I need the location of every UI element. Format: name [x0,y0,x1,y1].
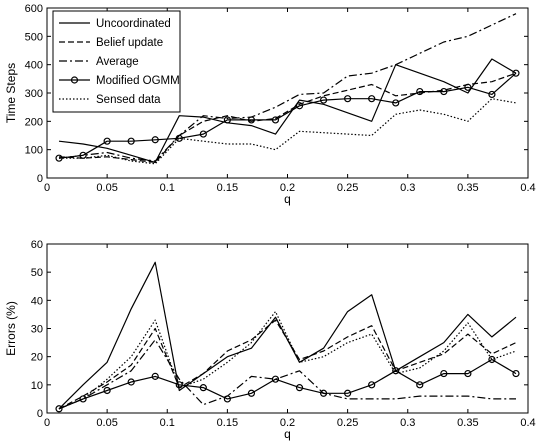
data-point-modified-ogmm [55,154,63,162]
data-point-modified-ogmm [127,137,135,145]
y-tick-label: 600 [25,3,43,15]
legend: Uncoordinated Belief update Average Modifie… [52,10,181,113]
y-tick-label: 50 [31,267,43,279]
legend-label-belief-update: Belief update [96,37,163,49]
legend-label-sensed-data: Sensed data [96,94,161,106]
data-point-modified-ogmm [416,381,424,389]
data-point-modified-ogmm [103,386,111,395]
y-tick-label: 30 [31,324,43,336]
errors-chart: 0 0.05 0.1 0.15 0.2 0.25 0.3 0.35 0.4 0 10 20 30 40 50… [4,239,536,441]
x-tick-label: 0 [44,417,50,429]
x-tick-label: 0.35 [457,182,478,194]
x-axis-label: q [284,427,291,441]
x-axis-label: q [284,192,291,206]
x-tick-label: 0.2 [280,417,295,429]
data-point-modified-ogmm [151,372,159,380]
x-tick-label: 0.25 [337,417,358,429]
x-tick-label: 0.25 [337,182,358,194]
x-tick-label: 0.15 [217,417,238,429]
y-tick-label: 100 [25,145,43,157]
y-tick-label: 200 [25,116,43,128]
data-point-modified-ogmm [223,395,231,403]
data-point-modified-ogmm [127,378,135,386]
data-point-modified-ogmm [344,389,352,397]
x-tick-label: 0.3 [400,417,415,429]
data-point-modified-ogmm [488,355,496,364]
data-point-modified-ogmm [440,87,448,96]
data-point-modified-ogmm [103,137,111,145]
data-point-modified-ogmm [512,69,520,77]
y-tick-label: 400 [25,60,43,72]
data-point-modified-ogmm [416,87,424,96]
x-tick-label: 0.1 [160,182,175,194]
series-line-uncoordinated [58,58,517,163]
x-tick-label: 0.15 [217,182,238,194]
x-tick-label: 0.1 [160,417,175,429]
y-axis-label: Time Steps [4,63,18,123]
y-tick-label: 20 [31,352,43,364]
y-tick-label: 0 [37,173,43,185]
data-point-modified-ogmm [55,405,63,413]
data-point-modified-ogmm [440,369,448,378]
legend-label-average: Average [96,56,139,68]
x-tick-label: 0.35 [457,417,478,429]
series-line-sensed-data [58,311,517,410]
data-point-modified-ogmm [175,381,183,389]
legend-marker-modified-ogmm [70,76,79,84]
series-line-belief-update [58,319,517,410]
y-tick-label: 0 [37,408,43,420]
data-point-modified-ogmm [488,90,496,99]
series-line-modified-ogmm [58,72,517,159]
series-line-sensed-data [59,98,517,165]
data-point-modified-ogmm [319,389,328,397]
x-tick-label: 0.3 [400,182,415,194]
data-point-modified-ogmm [151,136,159,144]
data-point-modified-ogmm [199,130,207,138]
data-point-modified-ogmm [175,134,183,142]
y-tick-label: 500 [25,31,43,43]
data-point-modified-ogmm [392,99,400,107]
data-point-modified-ogmm [199,384,207,392]
plot-frame [46,243,529,414]
data-point-modified-ogmm [295,102,304,110]
y-tick-label: 300 [25,88,43,100]
data-point-modified-ogmm [79,151,87,159]
data-point-modified-ogmm [464,369,472,378]
data-point-modified-ogmm [79,395,87,403]
data-point-modified-ogmm [319,96,328,104]
data-point-modified-ogmm [247,389,256,397]
series-line-average [58,339,516,410]
x-tick-label: 0 [44,182,50,194]
legend-label-uncoordinated: Uncoordinated [96,18,171,30]
series-line-belief-update [58,72,517,163]
data-point-modified-ogmm [464,83,472,91]
y-axis-label: Errors (%) [4,301,18,356]
x-tick-label: 0.4 [520,417,535,429]
legend-label-modified-ogmm: Modified OGMM [96,75,180,87]
data-point-modified-ogmm [271,116,280,124]
x-tick-label: 0.05 [96,182,117,194]
data-point-modified-ogmm [247,116,256,124]
legend-box [52,10,181,113]
y-tick-label: 10 [31,380,43,392]
time-steps-chart: 0 0.05 0.1 0.15 0.2 0.25 0.3 0.35 0.4 0 100 200 300 4… [4,3,536,206]
data-point-modified-ogmm [512,369,520,378]
series-line-average [58,13,517,162]
x-tick-label: 0.2 [280,182,295,194]
data-point-modified-ogmm [271,375,280,383]
y-tick-label: 60 [31,239,43,251]
x-tick-label: 0.4 [520,182,535,194]
data-point-modified-ogmm [295,384,304,392]
y-tick-label: 40 [31,295,43,307]
data-point-modified-ogmm [344,95,352,103]
data-point-modified-ogmm [368,95,376,103]
x-tick-label: 0.05 [96,417,117,429]
series-line-modified-ogmm [58,358,517,410]
data-point-modified-ogmm [368,381,376,389]
data-point-modified-ogmm [223,116,231,124]
